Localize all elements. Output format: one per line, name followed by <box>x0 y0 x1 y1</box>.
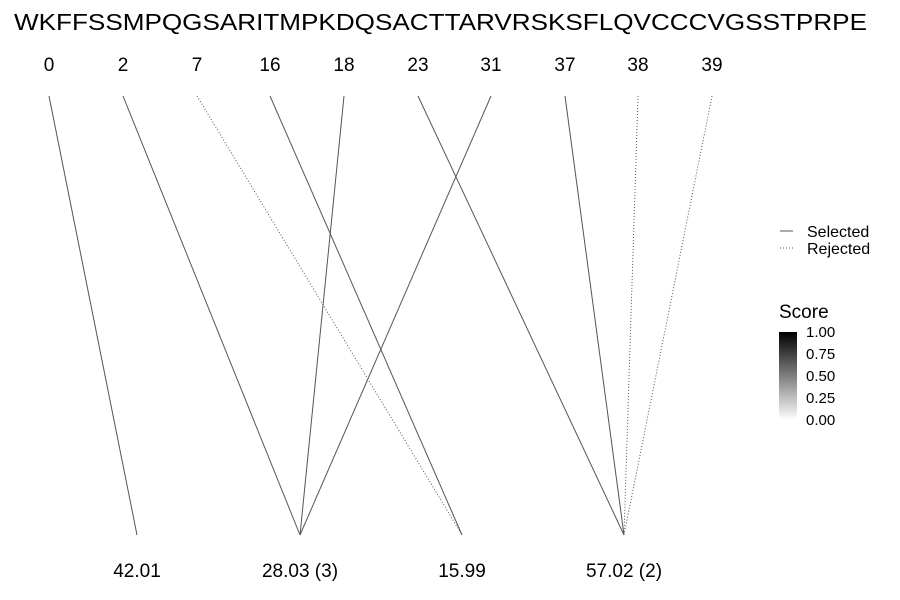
rejected-connection-line <box>623 95 639 536</box>
line-type-legend: Selected Rejected <box>780 224 870 258</box>
selected-connection-line <box>299 95 492 536</box>
bottom-value-label: 15.99 <box>438 561 486 582</box>
top-position-label: 37 <box>554 55 575 76</box>
score-legend-title: Score <box>779 302 829 323</box>
top-position-label: 7 <box>192 55 203 76</box>
score-legend: Score 1.00 0.75 0.50 0.25 0.00 <box>779 302 835 429</box>
selected-connection-line <box>417 95 625 536</box>
connection-lines <box>48 95 713 536</box>
score-tick-label: 0.25 <box>806 390 835 407</box>
selected-connection-line <box>564 95 625 536</box>
top-position-label: 16 <box>259 55 280 76</box>
top-position-label: 31 <box>480 55 501 76</box>
score-tick-label: 0.00 <box>806 412 835 429</box>
selected-connection-line <box>269 95 463 536</box>
top-position-label: 38 <box>627 55 648 76</box>
selected-connection-line <box>122 95 301 536</box>
bottom-value-labels: 42.01 28.03 (3) 15.99 57.02 (2) <box>113 561 662 582</box>
legend-selected-label: Selected <box>807 224 869 241</box>
score-tick-labels: 1.00 0.75 0.50 0.25 0.00 <box>806 324 835 429</box>
score-colorbar <box>779 332 797 420</box>
top-position-labels: 0 2 7 16 18 23 31 37 38 39 <box>44 55 723 76</box>
bottom-value-label: 42.01 <box>113 561 161 582</box>
legend-rejected-label: Rejected <box>807 241 870 258</box>
score-tick-label: 0.75 <box>806 346 835 363</box>
bottom-value-label: 28.03 (3) <box>262 561 338 582</box>
sequence-text: WKFFSSMPQGSARITMPKDQSACTTARVRSKSFLQVCCCV… <box>14 9 867 35</box>
score-tick-label: 1.00 <box>806 324 835 341</box>
top-position-label: 18 <box>333 55 354 76</box>
top-position-label: 23 <box>407 55 428 76</box>
rejected-connection-line <box>623 95 713 536</box>
bottom-value-label: 57.02 (2) <box>586 561 662 582</box>
top-position-label: 2 <box>118 55 129 76</box>
selected-connection-line <box>48 95 138 536</box>
rejected-connection-line <box>196 95 463 536</box>
top-position-label: 39 <box>701 55 722 76</box>
score-tick-label: 0.50 <box>806 368 835 385</box>
selected-connection-line <box>299 95 345 536</box>
top-position-label: 0 <box>44 55 55 76</box>
